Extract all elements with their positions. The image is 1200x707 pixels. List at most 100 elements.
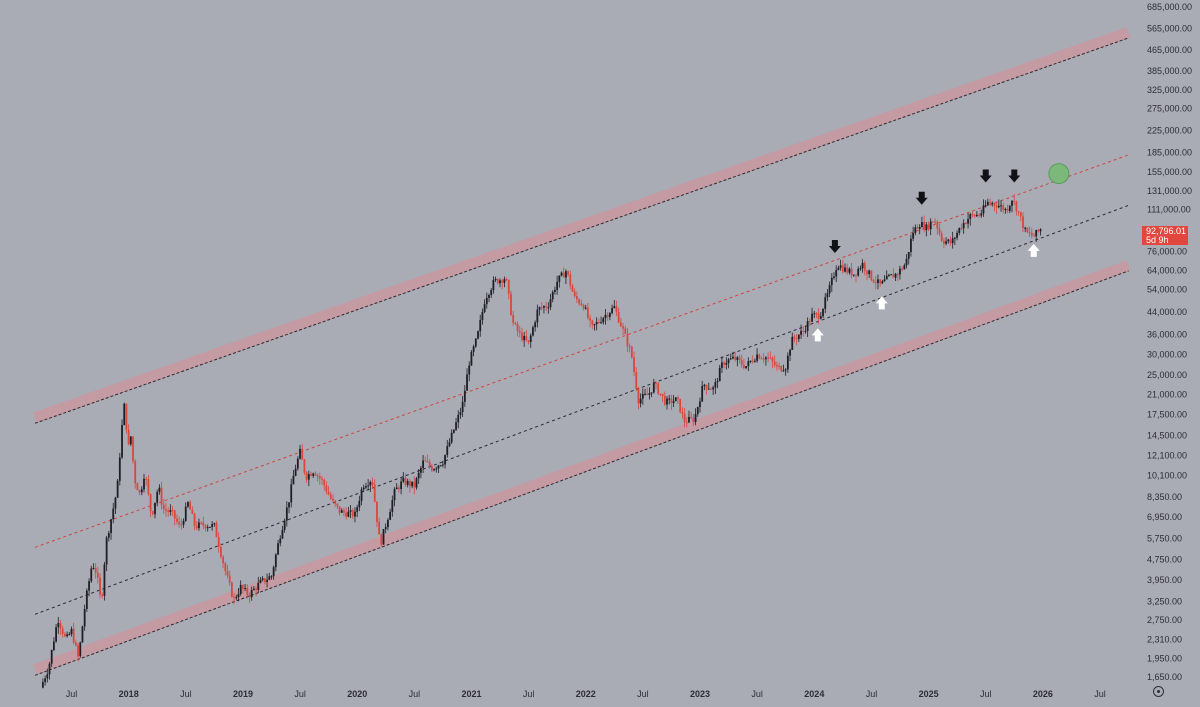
candle-body xyxy=(182,520,185,525)
candle-body xyxy=(793,336,796,339)
candle-body xyxy=(685,422,688,424)
candle-body xyxy=(927,224,930,230)
candle-body xyxy=(209,526,211,528)
candle-body xyxy=(824,297,827,309)
price-axis[interactable]: 685,000.00 565,000.00 465,000.00 385,000.00… xyxy=(1147,2,1192,682)
candle-body xyxy=(967,218,969,224)
candle-body xyxy=(549,299,552,308)
candle-body xyxy=(220,546,222,557)
candle-body xyxy=(393,489,396,501)
candle-body xyxy=(187,502,189,507)
time-axis[interactable]: Jul 2018 Jul 2019 Jul 2020 Jul 2021 Jul 2022 Jul 20… xyxy=(66,689,1106,699)
candle-body xyxy=(1002,205,1005,211)
y-tick-label: 30,000.00 xyxy=(1147,350,1187,360)
y-tick-label: 14,500.00 xyxy=(1147,430,1187,440)
candle-body xyxy=(663,395,666,405)
upper-band xyxy=(33,27,1131,423)
candle-body xyxy=(969,214,972,219)
candle-body xyxy=(50,650,53,664)
candle-body xyxy=(57,622,60,628)
candle-body xyxy=(316,475,319,477)
candle-body xyxy=(756,354,759,361)
candle-body xyxy=(274,554,277,568)
y-tick-label: 25,000.00 xyxy=(1147,370,1187,380)
up-arrow-icon xyxy=(875,296,888,310)
down-arrow-icon xyxy=(979,169,992,183)
y-tick-label: 185,000.00 xyxy=(1147,147,1192,157)
candle-body xyxy=(90,568,93,582)
candle-body xyxy=(1004,208,1007,211)
y-tick-label: 1,950.00 xyxy=(1147,653,1182,663)
candle-body xyxy=(578,299,581,304)
candle-body xyxy=(314,473,317,476)
candle-body xyxy=(83,609,86,627)
candle-body xyxy=(283,520,286,530)
candle-body xyxy=(437,465,440,469)
candle-body xyxy=(828,285,831,294)
candle-body xyxy=(279,538,282,544)
x-tick-label: 2024 xyxy=(804,689,824,699)
candle-body xyxy=(452,429,455,433)
candle-body xyxy=(424,460,427,462)
candle-body xyxy=(358,500,361,508)
settings-icon[interactable] xyxy=(1153,686,1164,697)
candle-body xyxy=(338,506,341,513)
y-tick-label: 64,000.00 xyxy=(1147,265,1187,275)
candle-body xyxy=(712,387,715,390)
candle-body xyxy=(435,468,438,470)
candle-body xyxy=(635,371,638,389)
candle-body xyxy=(228,575,231,583)
candle-body xyxy=(637,388,640,404)
candle-body xyxy=(99,577,101,595)
candle-body xyxy=(408,480,411,487)
candle-body xyxy=(804,330,807,332)
candle-body xyxy=(536,309,539,323)
candle-body xyxy=(136,483,139,491)
candle-body xyxy=(466,374,468,391)
candle-body xyxy=(198,522,200,529)
candle-body xyxy=(121,425,123,458)
candle-body xyxy=(881,281,884,284)
candle-body xyxy=(538,307,541,310)
candle-body xyxy=(694,414,697,423)
candle-body xyxy=(652,383,655,393)
candle-body xyxy=(619,322,622,327)
candle-body xyxy=(191,509,194,514)
candle-body xyxy=(521,332,523,341)
candle-body xyxy=(61,628,64,634)
candle-body xyxy=(670,398,673,404)
candle-body xyxy=(650,392,653,394)
candle-body xyxy=(569,274,572,286)
candle-body xyxy=(334,500,337,504)
candle-body xyxy=(819,316,822,319)
candle-body xyxy=(595,321,598,325)
candle-body xyxy=(844,267,846,272)
candle-body xyxy=(145,478,148,480)
candle-body xyxy=(180,524,183,526)
candle-body xyxy=(134,461,137,484)
candle-body xyxy=(321,478,323,480)
candle-body xyxy=(369,482,372,486)
x-tick-label: Jul xyxy=(866,689,878,699)
candle-body xyxy=(211,524,214,527)
x-tick-label: 2020 xyxy=(347,689,367,699)
candle-body xyxy=(848,268,851,273)
candle-body xyxy=(554,289,556,292)
candle-body xyxy=(1000,205,1002,207)
y-tick-label: 275,000.00 xyxy=(1147,103,1192,113)
candle-body xyxy=(288,502,290,508)
candle-body xyxy=(868,270,871,275)
candle-body xyxy=(815,313,818,315)
candle-body xyxy=(743,364,745,368)
candle-body xyxy=(123,403,126,426)
candle-body xyxy=(523,336,526,341)
candle-body xyxy=(973,214,976,217)
candle-body xyxy=(325,485,328,492)
candle-body xyxy=(773,361,776,366)
candle-body xyxy=(975,214,978,217)
candle-body xyxy=(327,491,330,495)
x-tick-label: 2022 xyxy=(576,689,596,699)
candle-body xyxy=(529,335,532,343)
